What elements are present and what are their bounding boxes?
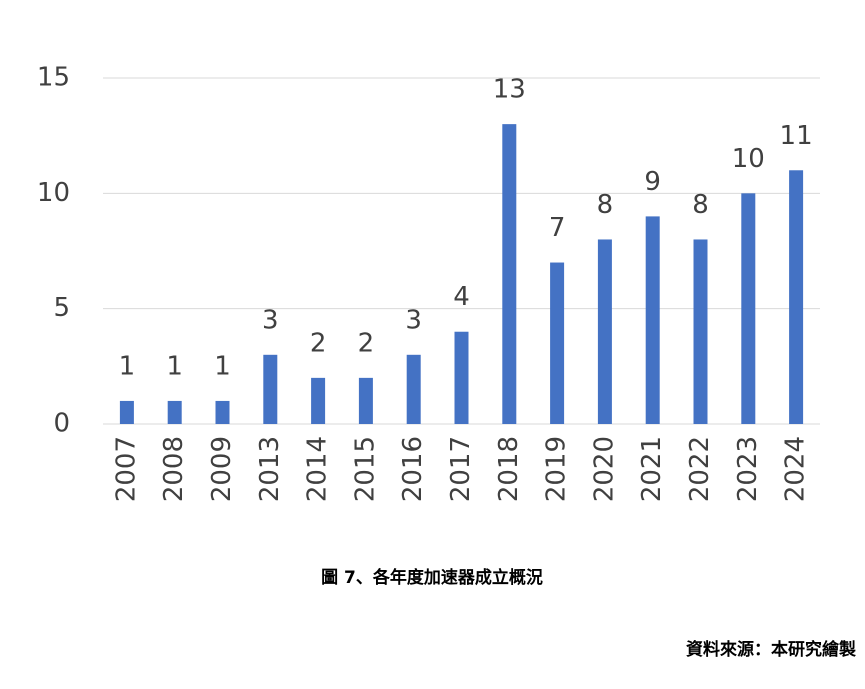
bar bbox=[693, 239, 708, 424]
data-label: 1 bbox=[119, 351, 136, 381]
data-label: 13 bbox=[493, 75, 526, 105]
data-label: 10 bbox=[732, 144, 765, 174]
bar bbox=[597, 239, 612, 424]
bar bbox=[311, 377, 326, 424]
x-tick-label: 2024 bbox=[781, 436, 811, 502]
x-tick-label: 2021 bbox=[637, 436, 667, 502]
bar bbox=[502, 124, 517, 424]
data-label: 3 bbox=[262, 305, 279, 335]
bar bbox=[358, 377, 373, 424]
y-tick-label: 5 bbox=[53, 293, 70, 323]
x-tick-label: 2019 bbox=[542, 436, 572, 502]
bar bbox=[119, 400, 134, 424]
y-tick-label: 15 bbox=[37, 63, 70, 93]
data-label: 4 bbox=[453, 282, 470, 312]
bar bbox=[741, 193, 756, 424]
y-tick-label: 10 bbox=[37, 178, 70, 208]
x-tick-label: 2013 bbox=[255, 436, 285, 502]
data-label: 9 bbox=[644, 167, 661, 197]
data-label: 11 bbox=[780, 121, 813, 151]
bar bbox=[454, 331, 469, 424]
bar bbox=[167, 400, 182, 424]
bar bbox=[550, 262, 565, 424]
data-label: 7 bbox=[549, 213, 566, 243]
bar bbox=[263, 354, 278, 424]
data-label: 8 bbox=[597, 190, 614, 220]
data-label: 1 bbox=[166, 351, 183, 381]
bar bbox=[645, 216, 660, 424]
data-label: 2 bbox=[310, 328, 327, 358]
caption: 圖 7、各年度加速器成立概況 bbox=[321, 567, 543, 588]
x-tick-label: 2018 bbox=[494, 436, 524, 502]
x-tick-label: 2022 bbox=[685, 436, 715, 502]
y-tick-label: 0 bbox=[53, 409, 70, 439]
data-label: 1 bbox=[214, 351, 231, 381]
x-tick-label: 2009 bbox=[207, 436, 237, 502]
data-label: 8 bbox=[692, 190, 709, 220]
bar bbox=[215, 400, 230, 424]
x-tick-label: 2017 bbox=[446, 436, 476, 502]
x-tick-label: 2015 bbox=[350, 436, 380, 502]
bar bbox=[406, 354, 421, 424]
x-tick-label: 2008 bbox=[159, 436, 189, 502]
x-tick-label: 2023 bbox=[733, 436, 763, 502]
bar bbox=[789, 170, 804, 424]
x-tick-label: 2007 bbox=[111, 436, 141, 502]
x-tick-label: 2014 bbox=[303, 436, 333, 502]
source: 資料來源：本研究繪製 bbox=[686, 639, 856, 660]
data-label: 2 bbox=[358, 328, 375, 358]
x-tick-label: 2020 bbox=[589, 436, 619, 502]
x-tick-label: 2016 bbox=[398, 436, 428, 502]
data-label: 3 bbox=[405, 305, 422, 335]
